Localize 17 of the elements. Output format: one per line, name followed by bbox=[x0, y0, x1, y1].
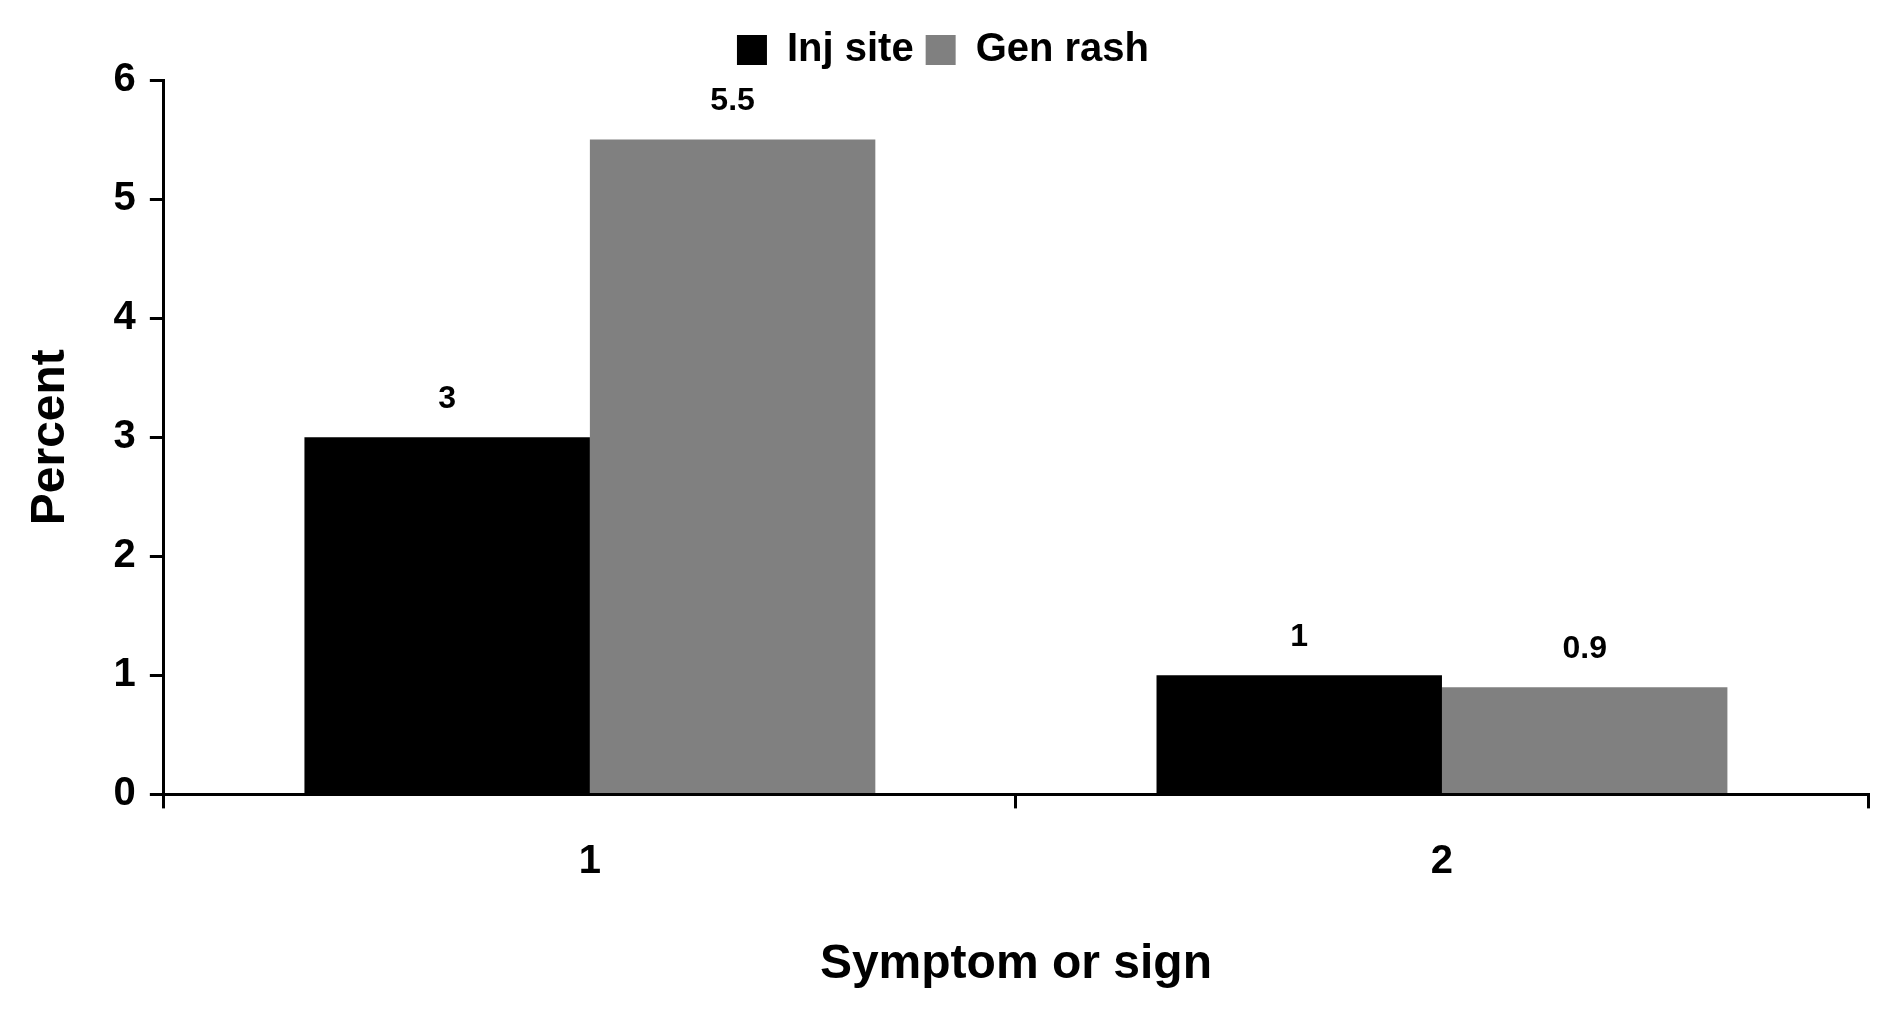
y-tick-label: 2 bbox=[113, 531, 136, 576]
legend-label: Inj site bbox=[786, 25, 914, 70]
y-tick-label: 0 bbox=[113, 769, 136, 814]
y-tick-label: 3 bbox=[113, 412, 136, 457]
data-label: 1 bbox=[1290, 617, 1309, 654]
legend-label: Gen rash bbox=[975, 25, 1150, 70]
y-tick-label: 6 bbox=[113, 55, 136, 100]
bar bbox=[1441, 687, 1728, 793]
bar bbox=[589, 139, 876, 793]
y-tick-label: 1 bbox=[113, 650, 136, 695]
y-axis-title: Percent bbox=[21, 349, 75, 526]
x-axis-title: Symptom or sign bbox=[819, 935, 1212, 989]
y-tick-label: 5 bbox=[113, 174, 136, 219]
data-label: 0.9 bbox=[1562, 629, 1607, 666]
data-label: 3 bbox=[438, 379, 457, 416]
y-tick-label: 4 bbox=[113, 293, 137, 338]
data-label: 5.5 bbox=[710, 81, 755, 118]
